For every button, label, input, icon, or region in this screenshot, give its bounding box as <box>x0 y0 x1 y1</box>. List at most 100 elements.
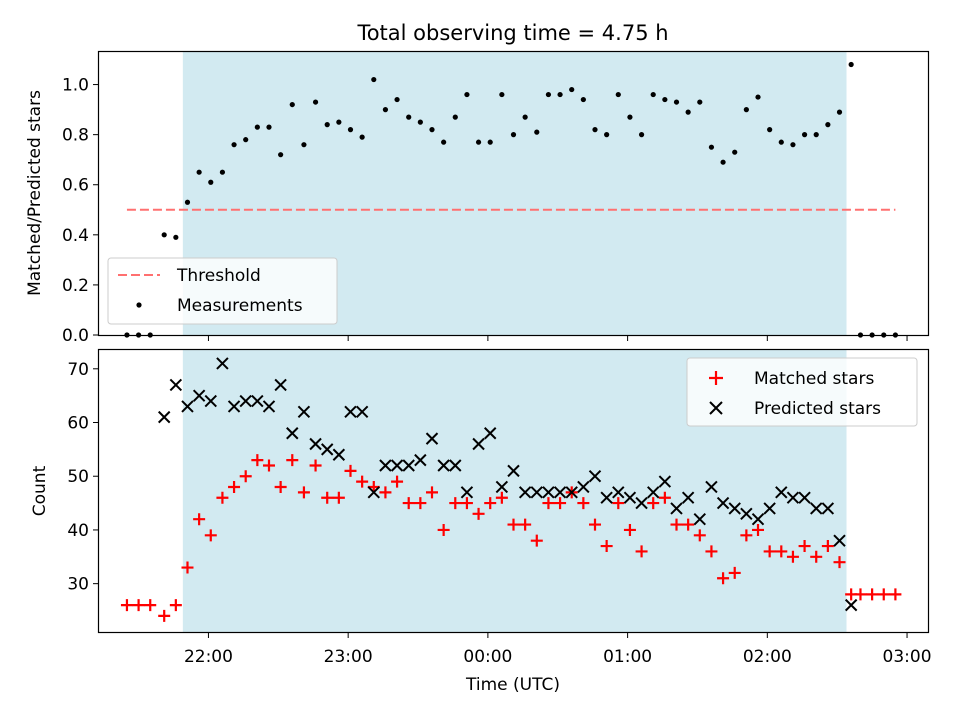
threshold-legend-label: Threshold <box>176 266 261 286</box>
predicted-star-marker <box>530 486 543 499</box>
measurement-point <box>184 199 191 205</box>
measurement-point <box>697 99 703 105</box>
matched-star-marker <box>740 529 753 542</box>
matched-star-marker <box>379 486 392 499</box>
matched-star-marker <box>554 497 567 510</box>
measurement-point <box>825 122 831 128</box>
top-y-tick-label: 0.6 <box>62 176 89 196</box>
matched-star-marker <box>484 497 497 510</box>
predicted-star-marker <box>705 480 718 494</box>
predicted-star-marker <box>810 502 823 515</box>
matched-star-marker <box>132 599 145 612</box>
matched-star-marker <box>798 540 811 553</box>
matched-star-marker <box>658 491 671 504</box>
matched-star-marker <box>810 550 823 563</box>
measurement-point <box>441 139 447 145</box>
predicted-star-marker <box>274 378 287 392</box>
measurement-point <box>324 122 330 128</box>
matched-star-marker <box>577 497 590 510</box>
matched-star-marker <box>728 566 741 579</box>
matched-star-marker <box>623 523 636 536</box>
matched-star-marker <box>763 545 776 558</box>
measurement-point <box>743 107 749 113</box>
predicted-star-marker <box>460 486 474 499</box>
matched-star-marker <box>507 518 520 531</box>
predicted-star-marker <box>844 598 858 612</box>
predicted-star-marker <box>635 496 648 510</box>
matched-star-marker <box>286 454 299 467</box>
predicted-star-marker <box>518 486 532 499</box>
predicted-star-marker <box>390 459 404 472</box>
predicted-star-marker <box>728 502 741 515</box>
matched-star-marker <box>635 545 648 558</box>
matched-star-marker <box>344 464 357 477</box>
measurement-point <box>196 169 202 175</box>
top-y-axis-label: Matched/Predicted stars <box>25 90 45 296</box>
predicted-star-marker <box>681 491 695 504</box>
measurement-point <box>720 159 726 165</box>
matched-star-marker <box>120 599 133 612</box>
matched-stars-legend-swatch <box>709 371 723 385</box>
matched-star-marker <box>519 518 532 531</box>
predicted-star-marker <box>239 394 252 408</box>
matched-star-marker <box>670 518 683 531</box>
predicted-star-marker <box>472 437 485 451</box>
predicted-star-marker <box>309 437 322 451</box>
predicted-stars-legend-swatch <box>709 401 723 415</box>
bottom-y-tick-label: 70 <box>67 360 89 380</box>
predicted-star-marker <box>449 459 462 472</box>
predicted-star-marker <box>658 475 672 488</box>
measurement-point <box>161 232 167 238</box>
measurement-point <box>510 132 517 138</box>
matched-star-marker <box>821 540 834 553</box>
predicted-star-marker <box>321 443 334 456</box>
bottom-y-tick-label: 60 <box>67 414 89 434</box>
matched-star-marker <box>228 480 241 493</box>
measurement-point <box>173 234 179 240</box>
measurement-point <box>650 91 656 98</box>
matched-star-marker <box>297 486 310 499</box>
measurement-point <box>359 134 365 140</box>
measurement-point <box>673 99 680 105</box>
predicted-star-marker <box>821 502 835 515</box>
x-tick-label: 23:00 <box>324 647 373 667</box>
top-y-tick-label: 1.0 <box>62 76 89 96</box>
predicted-star-marker <box>344 405 357 418</box>
predicted-star-marker <box>484 427 497 440</box>
matched-star-marker <box>449 497 462 510</box>
matched-star-marker <box>612 497 625 510</box>
matched-star-marker <box>542 497 555 510</box>
measurement-point <box>301 142 307 148</box>
predicted-star-marker <box>716 496 730 510</box>
x-tick-label: 03:00 <box>883 647 932 667</box>
matched-star-marker <box>239 470 252 483</box>
ratio-panel: Total observing time = 4.75 h Matched/Pr… <box>25 21 930 346</box>
measurement-point <box>767 127 773 133</box>
measurement-point <box>848 61 854 68</box>
measurement-point <box>732 149 738 155</box>
predicted-star-marker <box>286 427 299 440</box>
matched-star-marker <box>193 513 206 526</box>
x-axis-label: Time (UTC) <box>465 675 560 695</box>
x-tick-label: 01:00 <box>603 647 652 667</box>
predicted-star-marker <box>437 459 450 472</box>
predicted-star-marker <box>379 459 392 472</box>
matched-star-marker <box>866 588 879 601</box>
measurement-point <box>604 132 610 138</box>
measurement-point <box>836 109 843 115</box>
matched-star-marker <box>717 572 730 585</box>
measurement-point <box>627 114 633 120</box>
matched-star-marker <box>158 609 171 622</box>
measurement-point <box>266 124 272 130</box>
predicted-star-marker <box>414 453 427 467</box>
matched-star-marker <box>600 540 613 553</box>
measurement-point <box>347 127 354 133</box>
measurement-point <box>615 91 621 98</box>
measurement-point <box>685 109 691 115</box>
measurement-point <box>406 114 412 120</box>
measurement-point <box>499 91 505 98</box>
predicted-star-marker <box>157 410 171 424</box>
predicted-star-marker <box>612 486 625 499</box>
predicted-star-marker <box>763 502 776 515</box>
bottom-plot-frame <box>97 348 930 634</box>
